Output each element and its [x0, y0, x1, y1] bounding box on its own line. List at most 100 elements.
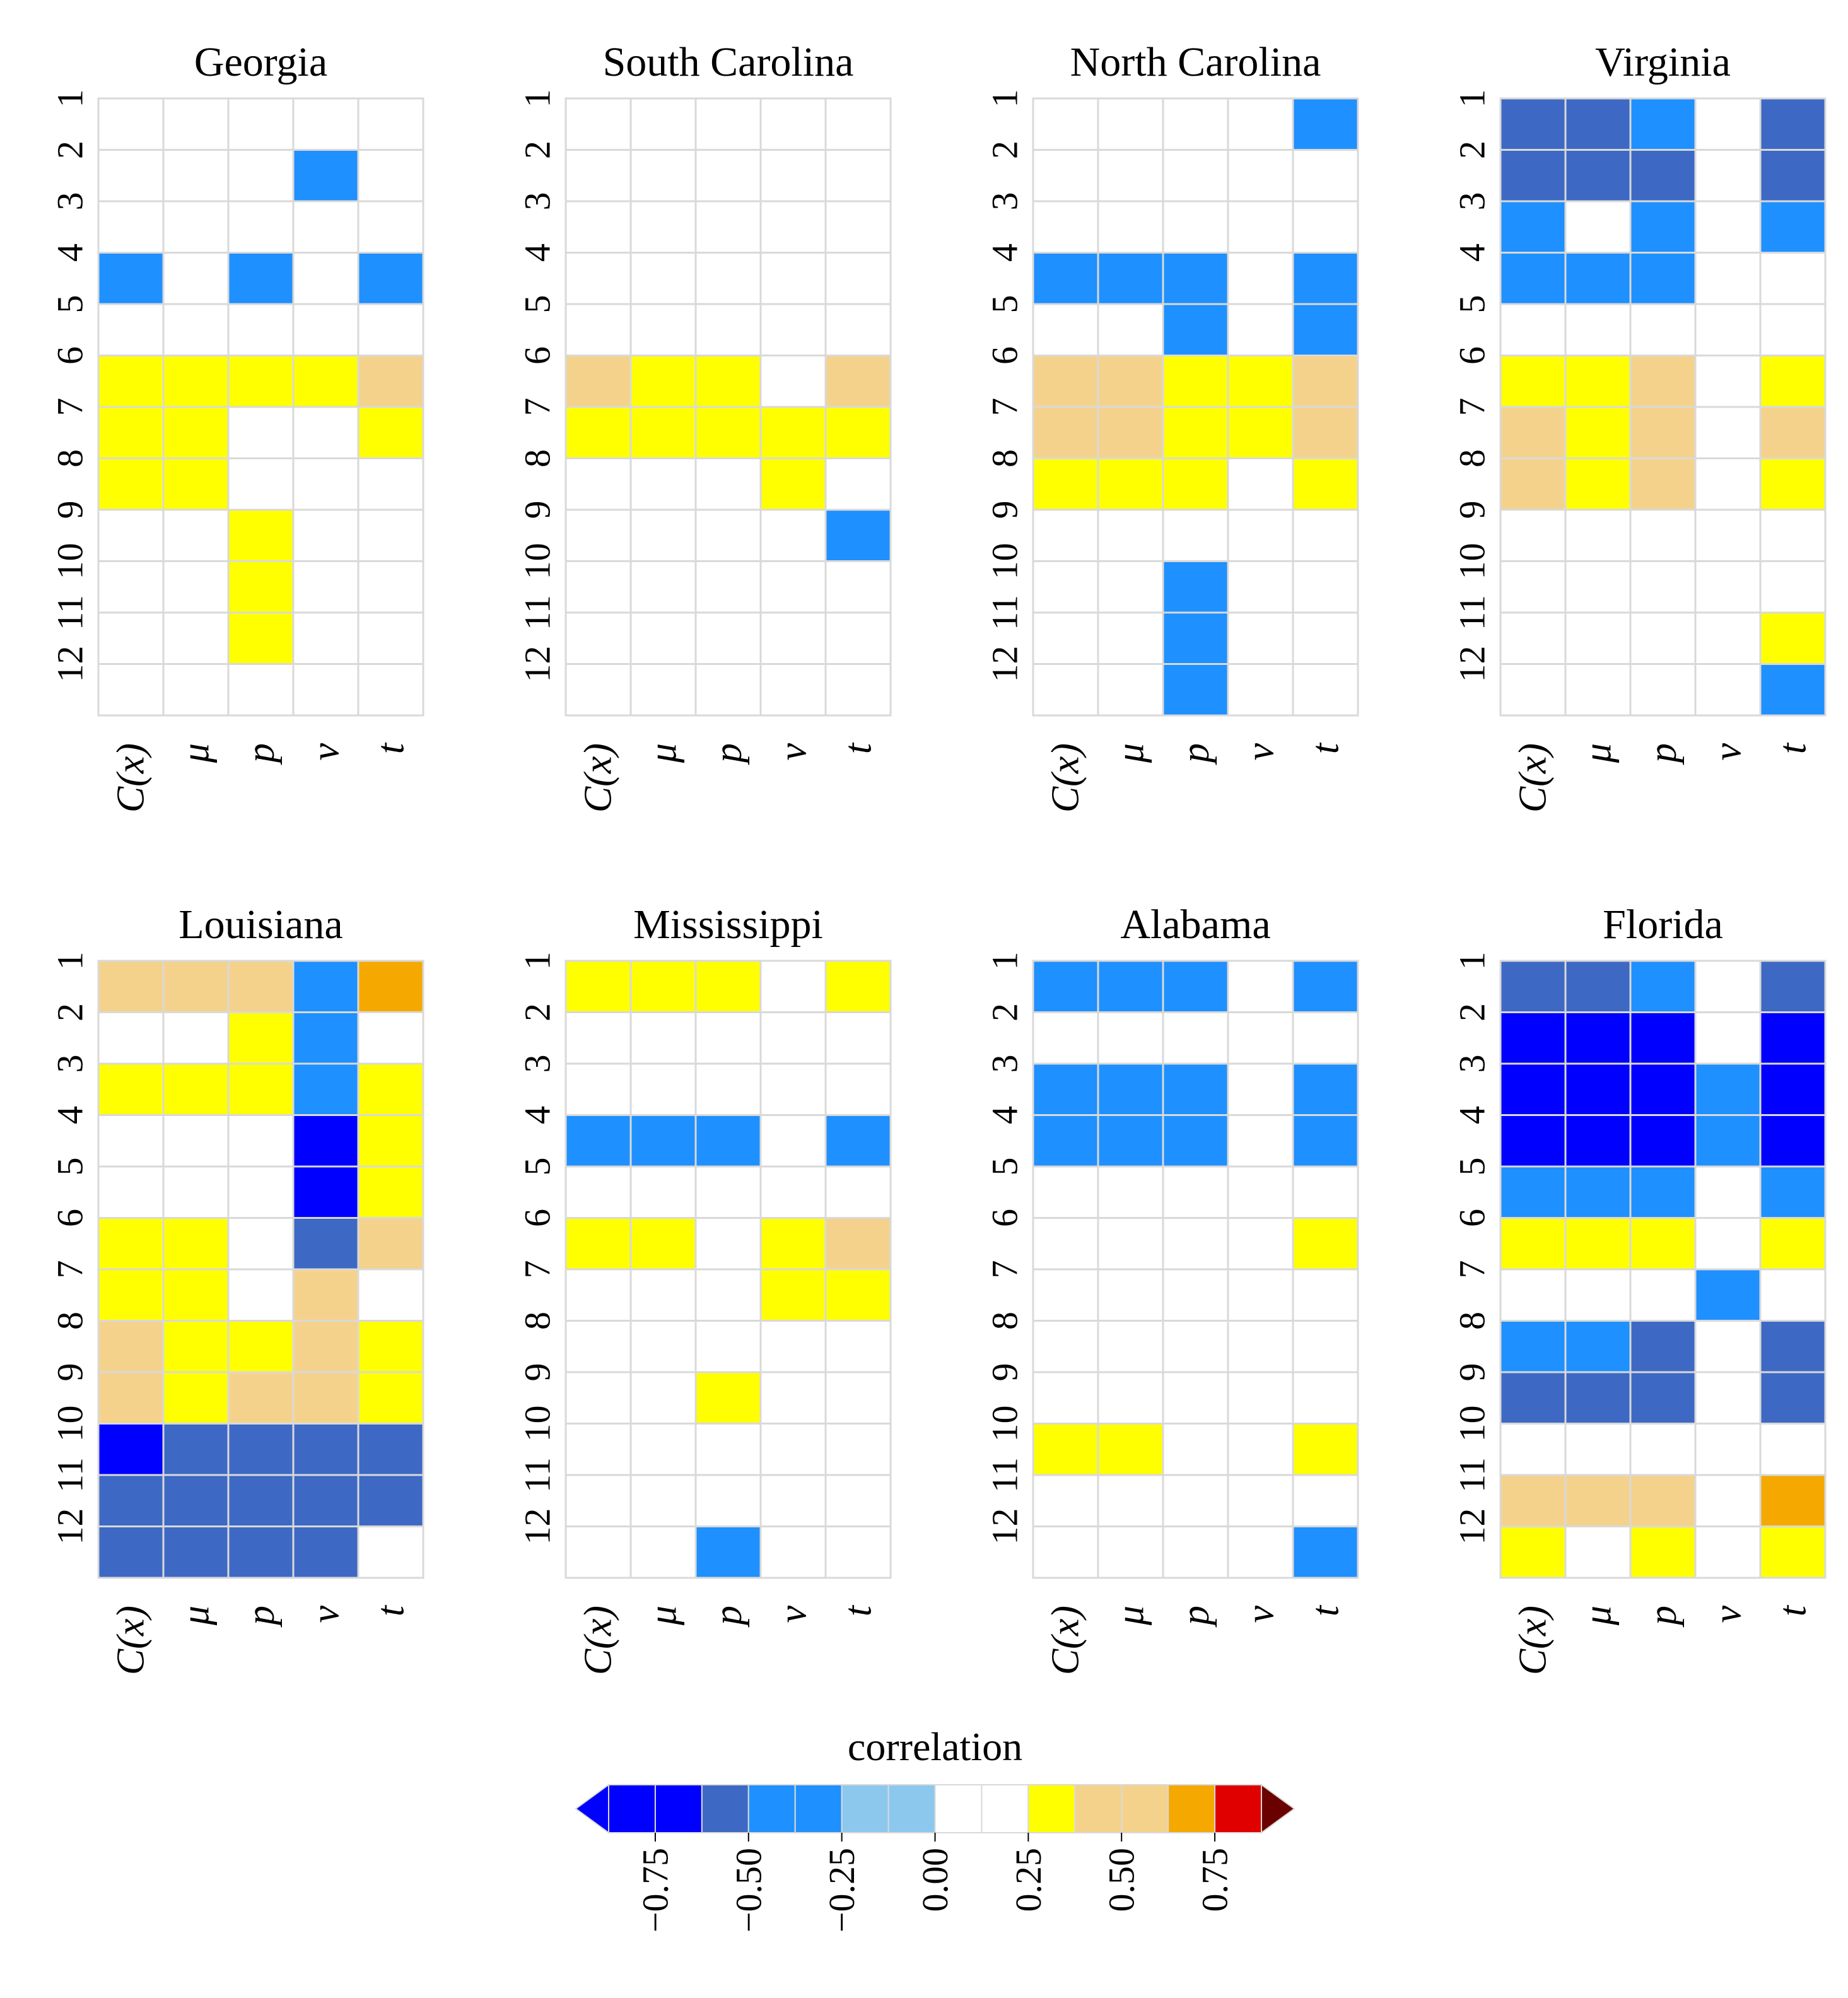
heatmap-cell: [1097, 1165, 1164, 1219]
column-label: C(x): [1044, 1606, 1087, 1675]
heatmap-cell: [97, 252, 165, 305]
heatmap-cell: [1564, 406, 1632, 459]
row-label: 10: [1452, 543, 1493, 580]
heatmap-cell: [1162, 508, 1229, 562]
row-label: 10: [985, 543, 1026, 580]
heatmap-cell: [759, 406, 827, 459]
heatmap-cell: [1162, 611, 1229, 665]
heatmap-cell: [162, 663, 230, 717]
heatmap-cell: [1499, 1114, 1567, 1168]
heatmap-cell: [1097, 149, 1164, 203]
heatmap-cell: [1292, 1371, 1359, 1425]
heatmap-cell: [1759, 1011, 1827, 1065]
heatmap-cell: [1292, 663, 1359, 717]
heatmap-cell: [357, 1525, 424, 1579]
colorbar-tick-label: 0.25: [1008, 1848, 1049, 1912]
heatmap-cell: [824, 611, 892, 665]
heatmap-cell: [292, 1474, 360, 1527]
heatmap-cell: [357, 457, 424, 511]
row-label: 2: [985, 1003, 1026, 1021]
heatmap-cell: [564, 1371, 632, 1425]
heatmap-cell: [1032, 355, 1099, 408]
column-label: ν: [1239, 743, 1282, 761]
column-label: t: [370, 742, 412, 754]
row-label: 2: [985, 141, 1026, 159]
heatmap-cell: [1499, 252, 1567, 305]
heatmap-cell: [824, 1011, 892, 1065]
heatmap-cell: [97, 1062, 165, 1116]
heatmap-cell: [1694, 303, 1762, 356]
heatmap-cell: [824, 97, 892, 151]
heatmap-cell: [1227, 663, 1294, 717]
heatmap-cell: [824, 200, 892, 254]
heatmap-cell: [759, 611, 827, 665]
heatmap-cell: [1097, 611, 1164, 665]
column-label: t: [1304, 742, 1347, 754]
heatmap-cell: [1499, 1371, 1567, 1425]
heatmap-cell: [1032, 611, 1099, 665]
colorbar-segment: [794, 1784, 843, 1833]
column-label: ν: [1707, 743, 1750, 761]
heatmap-cell: [1694, 1114, 1762, 1168]
heatmap-cell: [97, 406, 165, 459]
heatmap-cell: [1162, 1165, 1229, 1219]
row-label: 9: [50, 501, 91, 519]
heatmap-cell: [97, 1371, 165, 1425]
column-label: p: [1642, 1606, 1685, 1628]
heatmap-cell: [97, 1320, 165, 1373]
heatmap-cell: [1759, 97, 1827, 151]
heatmap-cell: [162, 611, 230, 665]
heatmap-cell: [694, 560, 762, 614]
heatmap-cell: [357, 97, 424, 151]
heatmap-cell: [1694, 406, 1762, 459]
row-label: 10: [517, 543, 558, 580]
row-label: 4: [50, 1106, 91, 1124]
column-label: p: [707, 1606, 750, 1628]
heatmap-cell: [759, 303, 827, 356]
heatmap-cell: [357, 1371, 424, 1425]
heatmap-cell: [1162, 1525, 1229, 1579]
heatmap-cell: [1564, 960, 1632, 1013]
column-label: μ: [1109, 743, 1152, 763]
heatmap-cell: [357, 560, 424, 614]
heatmap-cell: [824, 1114, 892, 1168]
heatmap-cell: [97, 1011, 165, 1065]
colorbar-segment: [1074, 1784, 1123, 1833]
row-label: 6: [985, 346, 1026, 365]
heatmap-cell: [1564, 1062, 1632, 1116]
panel-title: Louisiana: [178, 902, 342, 948]
heatmap-cell: [227, 1114, 295, 1168]
heatmap-cell: [292, 1011, 360, 1065]
heatmap-cell: [1032, 1525, 1099, 1579]
row-label: 7: [50, 1261, 91, 1279]
row-label: 7: [50, 398, 91, 416]
heatmap-cell: [694, 1525, 762, 1579]
column-label: t: [1304, 1604, 1347, 1616]
column-label: C(x): [110, 743, 153, 813]
heatmap-cell: [97, 1474, 165, 1527]
row-label: 3: [985, 192, 1026, 211]
heatmap-cell: [1759, 1062, 1827, 1116]
heatmap-cell: [1499, 1217, 1567, 1271]
row-label: 10: [517, 1406, 558, 1442]
heatmap-cell: [1499, 960, 1567, 1013]
heatmap-cell: [1759, 200, 1827, 254]
row-label: 4: [50, 244, 91, 262]
heatmap-cell: [629, 252, 697, 305]
heatmap-cell: [1564, 560, 1632, 614]
heatmap-cell: [1759, 1165, 1827, 1219]
row-label: 11: [517, 595, 558, 630]
heatmap-cell: [357, 252, 424, 305]
row-label: 5: [517, 1158, 558, 1176]
panel-title: Mississippi: [633, 902, 823, 948]
heatmap-cell: [1162, 960, 1229, 1013]
row-label: 2: [517, 1003, 558, 1021]
heatmap-cell: [162, 252, 230, 305]
heatmap-cell: [1694, 457, 1762, 511]
heatmap-cell: [97, 97, 165, 151]
row-label: 3: [1452, 192, 1493, 211]
heatmap-cell: [1629, 97, 1697, 151]
heatmap-cell: [694, 1011, 762, 1065]
heatmap-cell: [1564, 1165, 1632, 1219]
